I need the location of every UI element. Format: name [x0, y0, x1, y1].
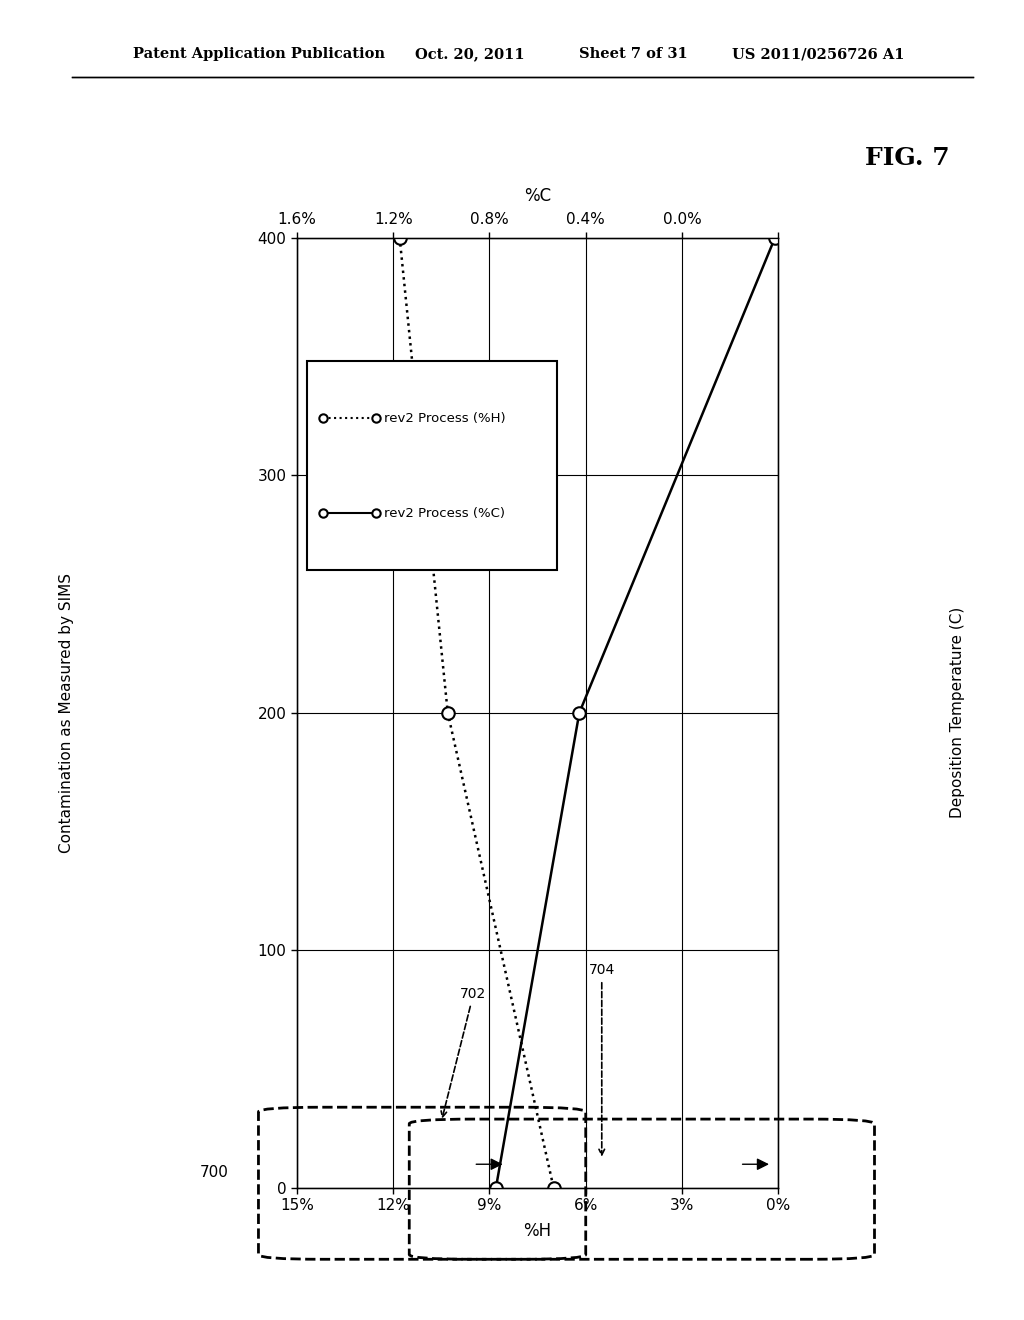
Text: 700: 700 [200, 1166, 228, 1180]
Text: Deposition Temperature (C): Deposition Temperature (C) [950, 607, 965, 818]
X-axis label: %C: %C [524, 187, 551, 205]
Text: FIG. 7: FIG. 7 [865, 147, 950, 170]
Text: rev2 Process (%C): rev2 Process (%C) [384, 507, 505, 520]
Text: US 2011/0256726 A1: US 2011/0256726 A1 [732, 48, 904, 61]
Text: Sheet 7 of 31: Sheet 7 of 31 [579, 48, 687, 61]
Text: 704: 704 [589, 964, 614, 1155]
FancyBboxPatch shape [306, 362, 557, 570]
Text: Patent Application Publication: Patent Application Publication [133, 48, 385, 61]
Text: 702: 702 [441, 987, 486, 1117]
Text: Oct. 20, 2011: Oct. 20, 2011 [415, 48, 524, 61]
Text: Contamination as Measured by SIMS: Contamination as Measured by SIMS [59, 573, 74, 853]
X-axis label: %H: %H [523, 1222, 552, 1239]
Text: rev2 Process (%H): rev2 Process (%H) [384, 412, 505, 425]
